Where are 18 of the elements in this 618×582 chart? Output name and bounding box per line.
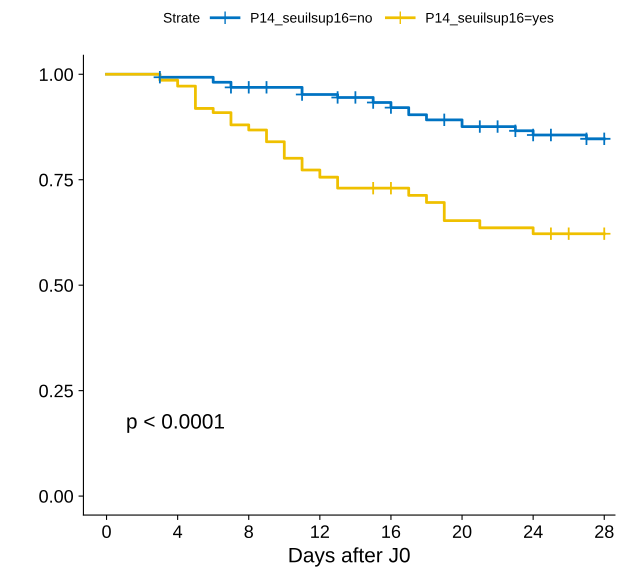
y-tick-label: 0.00 [39, 490, 74, 503]
x-tick-label: 4 [173, 525, 182, 538]
x-tick-label: 24 [524, 525, 543, 538]
y-tick-label: 0.75 [39, 174, 73, 186]
x-tick-label: 0 [102, 525, 111, 538]
x-tick-label: 16 [382, 525, 400, 538]
y-tick-label: 0.25 [39, 384, 73, 398]
annotation: p < 0.0001 [127, 414, 224, 433]
legend-label: P14_seuilsup16=yes [426, 12, 554, 26]
y-tick-label: 1.00 [40, 68, 74, 81]
x-tick-label: 20 [452, 525, 472, 538]
y-tick-label: 0.50 [39, 279, 74, 292]
x-axis-title: Days after J0 [290, 547, 410, 567]
legend-title: Strate [164, 12, 200, 23]
x-tick-label: 28 [595, 525, 614, 538]
legend-label: P14_seuilsup16=no [251, 12, 372, 26]
x-tick-label: 12 [311, 525, 329, 538]
x-tick-label: 8 [244, 525, 253, 538]
